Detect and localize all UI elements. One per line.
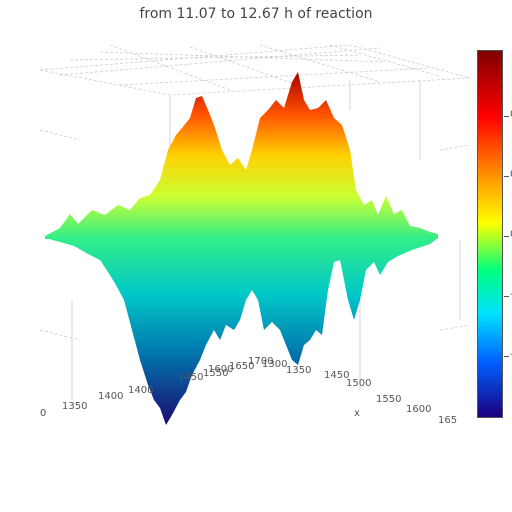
x-tick-back: 1600 xyxy=(208,364,233,375)
colorbar-tick xyxy=(504,116,509,117)
x-tick-front: 1500 xyxy=(346,378,371,389)
vertical-gridlines xyxy=(39,80,471,400)
x-tick-front: 1450 xyxy=(324,370,349,381)
x-tick-back: 1450 xyxy=(178,372,203,383)
x-tick-back: 1400 xyxy=(128,385,153,396)
chart-title: from 11.07 to 12.67 h of reaction xyxy=(139,6,373,22)
x-axis-label: x xyxy=(354,408,360,419)
colorbar-tick-label: 0 xyxy=(510,109,512,120)
top-grid xyxy=(39,44,471,96)
colorbar-tick xyxy=(504,236,509,237)
x-tick-front: 1350 xyxy=(62,401,87,412)
colorbar-tick-label: - xyxy=(510,289,512,300)
z-edge-label: 0 xyxy=(40,408,46,419)
colorbar-tick xyxy=(504,296,509,297)
colorbar xyxy=(477,50,503,418)
x-tick-back: 1650 xyxy=(229,361,254,372)
x-tick-back: 1300 xyxy=(262,359,287,370)
colorbar-tick xyxy=(504,356,509,357)
colorbar-tick xyxy=(504,176,509,177)
x-tick-front: 1550 xyxy=(376,394,401,405)
x-tick-front: 165 xyxy=(438,415,457,426)
x-tick-back: 1350 xyxy=(286,365,311,376)
colorbar-tick-label: - xyxy=(510,349,512,360)
x-tick-back: 1700 xyxy=(248,356,273,367)
x-tick-front: 1400 xyxy=(98,391,123,402)
x-axis: 0 1350 1400 1450 1500 1550 1600 165 x 14… xyxy=(40,356,457,426)
x-tick-front: 1600 xyxy=(406,404,431,415)
surface-negative xyxy=(45,238,438,425)
x-tick-back: 1550 xyxy=(203,368,228,379)
colorbar-tick-label: 0 xyxy=(510,169,512,180)
surface-positive xyxy=(45,72,438,238)
colorbar-tick-label: 0 xyxy=(510,229,512,240)
